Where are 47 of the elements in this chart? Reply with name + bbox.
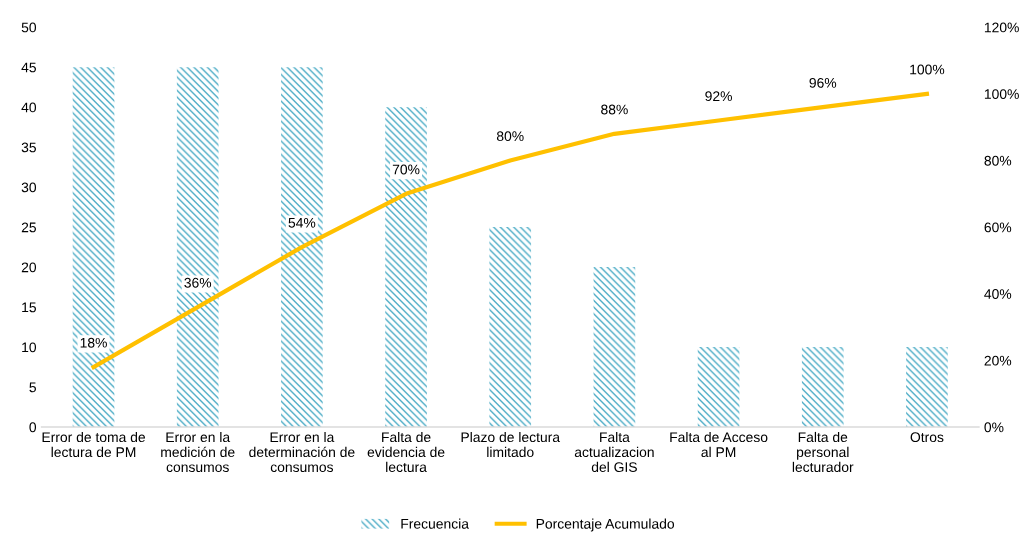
bar — [72, 67, 115, 428]
bar — [593, 267, 636, 428]
legend-label: Frecuencia — [401, 518, 469, 529]
data-label: 36% — [184, 277, 212, 288]
y-tick-label: 10 — [22, 342, 37, 353]
x-tick-label: Error de toma de lectura de PM — [42, 431, 146, 458]
bar — [176, 67, 219, 428]
data-label: 54% — [288, 217, 316, 228]
x-tick-label: Error en la determinación de consumos — [249, 431, 355, 473]
legend-label: Porcentaje Acumulado — [536, 518, 675, 532]
y-tick-label: 45 — [21, 62, 36, 73]
bar — [697, 347, 740, 428]
y-tick-label: 15 — [22, 302, 36, 313]
data-label: 92% — [705, 91, 732, 102]
bar — [281, 67, 323, 428]
x-tick-label: Plazo de lectura limitado — [461, 431, 561, 458]
y-tick-label: 25 — [21, 222, 36, 233]
y-tick-label: 30 — [21, 182, 37, 193]
x-tick-label: Error en la medición de consumos — [161, 431, 235, 473]
y-tick-label: 5 — [29, 382, 36, 393]
y2-tick-label: 0% — [984, 422, 1004, 433]
x-tick-label: Falta de Acceso al PM — [670, 431, 768, 458]
data-label: 80% — [496, 131, 524, 142]
y-tick-label: 0 — [29, 422, 37, 433]
bar — [801, 347, 844, 428]
y2-tick-label: 80% — [984, 155, 1012, 166]
y2-tick-label: 120% — [984, 22, 1019, 33]
y-tick-label: 35 — [21, 142, 36, 153]
x-tick-label: Falta de personal lecturador — [792, 431, 854, 473]
y-tick-label: 20 — [21, 262, 37, 273]
data-label: 70% — [392, 164, 420, 175]
y2-tick-label: 60% — [984, 222, 1012, 233]
bar — [489, 227, 532, 428]
x-tick-label: Falta de evidencia de lectura — [367, 431, 445, 473]
y2-tick-label: 20% — [984, 355, 1012, 366]
bar — [385, 107, 427, 428]
data-label: 88% — [601, 104, 628, 115]
x-tick-label: Falta actualizacion del GIS — [574, 431, 654, 473]
data-label: 96% — [809, 77, 837, 88]
y2-tick-label: 40% — [984, 289, 1012, 299]
data-label: 100% — [910, 64, 945, 75]
y-tick-label: 40 — [21, 102, 37, 113]
bar — [906, 347, 948, 428]
y2-tick-label: 100% — [984, 89, 1019, 100]
y-tick-label: 50 — [21, 22, 37, 33]
data-label: 18% — [80, 337, 107, 348]
x-tick-label: Otros — [910, 432, 944, 443]
